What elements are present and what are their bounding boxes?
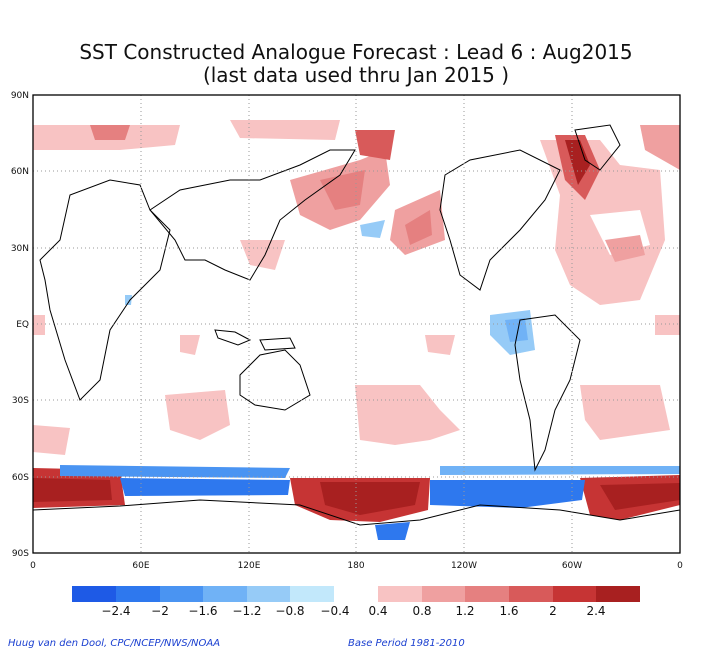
legend-label: 0.4	[368, 604, 388, 618]
lon-tick-label: 120W	[451, 561, 477, 571]
legend-label: −2.4	[101, 604, 131, 618]
lon-tick-label: 0	[677, 561, 683, 571]
legend-label: −0.8	[275, 604, 305, 618]
legend-label: 1.2	[455, 604, 475, 618]
credit-text: Huug van den Dool, CPC/NCEP/NWS/NOAA	[8, 638, 221, 649]
lat-tick-label: 60S	[12, 473, 29, 483]
legend-label: −0.4	[320, 604, 350, 618]
latitude-axis: 90N 60N 30N EQ 30S 60S 90S	[11, 91, 29, 559]
legend-label: 2.4	[586, 604, 606, 618]
legend-swatch-pos-3	[465, 586, 509, 602]
lon-tick-label: 180	[347, 561, 364, 571]
legend-label: −1.6	[188, 604, 218, 618]
graticule	[33, 95, 680, 553]
legend-swatch-pos-5	[553, 586, 596, 602]
anomaly-shading	[33, 120, 680, 540]
legend-label: 1.6	[499, 604, 519, 618]
legend-swatch-neg-5	[247, 586, 290, 602]
legend-swatch-neg-2	[116, 586, 160, 602]
color-legend	[72, 586, 640, 602]
legend-label: 0.8	[412, 604, 432, 618]
legend-swatch-neg-4	[203, 586, 247, 602]
lat-tick-label: 90S	[12, 549, 29, 559]
map-frame	[32, 94, 681, 554]
lat-tick-label: 30N	[11, 244, 29, 254]
lon-tick-label: 120E	[238, 561, 261, 571]
base-period-text: Base Period 1981-2010	[348, 638, 465, 649]
legend-label: 2	[549, 604, 557, 618]
lat-tick-label: 30S	[12, 396, 29, 406]
lat-tick-label: 60N	[11, 167, 29, 177]
legend-swatch-pos-6	[596, 586, 640, 602]
chart-title: SST Constructed Analogue Forecast : Lead…	[79, 40, 633, 64]
legend-label: −1.2	[232, 604, 262, 618]
chart-subtitle: (last data used thru Jan 2015 )	[202, 63, 510, 87]
lat-tick-label: EQ	[16, 320, 29, 330]
legend-label: −2	[151, 604, 169, 618]
lon-tick-label: 0	[30, 561, 36, 571]
legend-swatch-pos-2	[422, 586, 465, 602]
lon-tick-label: 60W	[562, 561, 582, 571]
lat-tick-label: 90N	[11, 91, 29, 101]
legend-swatch-pos-4	[509, 586, 553, 602]
lon-tick-label: 60E	[132, 561, 149, 571]
legend-swatch-neg-1	[72, 586, 116, 602]
longitude-axis: 0 60E 120E 180 120W 60W 0	[30, 561, 683, 571]
legend-swatch-neg-6	[290, 586, 334, 602]
legend-swatch-neg-3	[160, 586, 203, 602]
legend-swatch-pos-1	[378, 586, 422, 602]
